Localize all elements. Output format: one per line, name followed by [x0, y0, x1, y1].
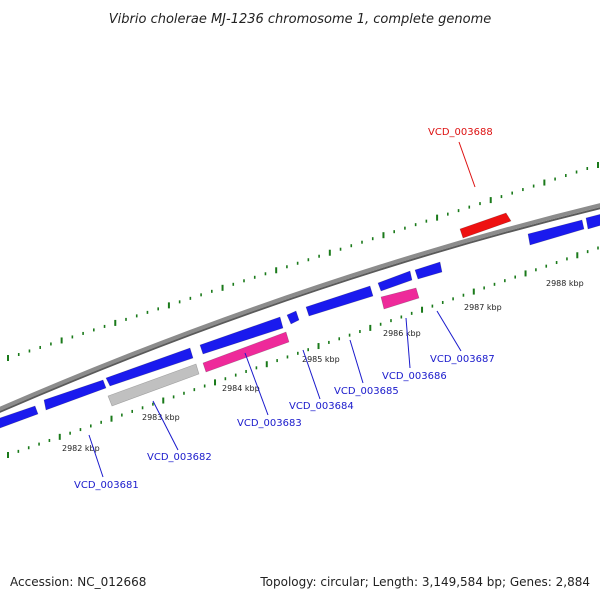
gene-arrow — [286, 310, 300, 325]
map-title: Vibrio cholerae MJ-1236 chromosome 1, co… — [109, 12, 491, 27]
gene-label-leader — [88, 434, 104, 478]
gene-arrow — [305, 285, 374, 317]
gene-arrow — [377, 270, 413, 292]
gene-arrow — [199, 316, 284, 355]
chromosome-backbone — [0, 203, 600, 412]
inner-tick-ring — [7, 246, 599, 458]
scale-label: 2984 kbp — [222, 384, 260, 393]
gene-labels: VCD_003681 VCD_003682 VCD_003683 VCD_003684… — [74, 127, 495, 491]
scale-label: 2987 kbp — [464, 303, 502, 312]
gene-label[interactable]: VCD_003688 — [428, 127, 493, 138]
gene-label[interactable]: VCD_003687 — [430, 354, 495, 365]
outer-tick-ring — [7, 162, 599, 361]
gene-label[interactable]: VCD_003686 — [382, 371, 447, 382]
gene-arrow — [43, 379, 107, 411]
gene-label-leader — [458, 141, 476, 188]
genome-summary: Topology: circular; Length: 3,149,584 bp… — [259, 575, 590, 589]
scale-label: 2983 kbp — [142, 413, 180, 422]
gene-label-leader — [152, 400, 179, 451]
scale-label: 2986 kbp — [383, 329, 421, 338]
gene-label-leader — [436, 310, 462, 352]
gene-arrow — [0, 405, 39, 429]
scale-label: 2988 kbp — [546, 279, 584, 288]
gene-label-leader — [405, 317, 411, 369]
gene-arrow — [105, 347, 194, 387]
gene-arrow — [202, 331, 290, 373]
scale-label: 2982 kbp — [62, 444, 100, 453]
gene-label[interactable]: VCD_003685 — [334, 386, 399, 397]
gene-label[interactable]: VCD_003681 — [74, 480, 139, 491]
gene-arrow — [380, 287, 420, 310]
gene-label[interactable]: VCD_003683 — [237, 418, 302, 429]
accession-text: Accession: NC_012668 — [10, 575, 146, 589]
gene-arrow — [414, 261, 443, 280]
gene-label[interactable]: VCD_003682 — [147, 452, 212, 463]
gene-label[interactable]: VCD_003684 — [289, 401, 354, 412]
scale-label: 2985 kbp — [302, 355, 340, 364]
gene-arrow — [585, 214, 600, 230]
scale-labels: 2982 kbp 2983 kbp 2984 kbp 2985 kbp 2986 kbp… — [62, 279, 584, 453]
gene-arrow — [107, 363, 200, 407]
gene-label-leader — [349, 339, 364, 384]
backbone-shadow — [0, 207, 600, 413]
gene-arrow — [459, 212, 512, 239]
gene-label-leader — [302, 349, 321, 400]
gene-features — [0, 212, 600, 429]
gene-label-leader — [244, 352, 269, 416]
gene-arrow — [527, 219, 585, 246]
